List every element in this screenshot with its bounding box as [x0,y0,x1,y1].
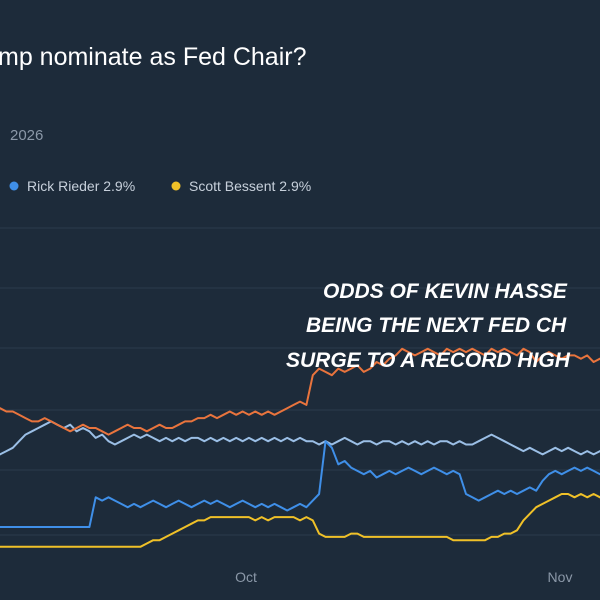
x-tick-label-1: Nov [548,569,573,585]
x-tick-label-0: Oct [235,569,257,585]
chart-title: mp nominate as Fed Chair? [0,43,306,71]
series-lines [0,347,600,548]
legend: Rick Rieder 2.9% Scott Bessent 2.9% [9,178,311,194]
x-axis-ticks: Oct Nov [235,569,572,585]
legend-dot-0 [9,181,19,191]
grid [0,227,600,536]
series-line-3 [0,493,600,548]
annotation: ODDS OF KEVIN HASSE BEING THE NEXT FED CH… [286,280,571,372]
annotation-line-0: ODDS OF KEVIN HASSE [323,280,568,303]
annotation-line-1: BEING THE NEXT FED CH [306,314,567,337]
legend-item-1: Scott Bessent 2.9% [171,178,311,194]
series-line-0 [0,347,600,436]
legend-label-1: Scott Bessent 2.9% [189,178,311,194]
annotation-line-2: SURGE TO A RECORD HIGH [286,349,571,372]
series-line-2 [0,440,600,528]
legend-dot-1 [171,181,181,191]
legend-item-0: Rick Rieder 2.9% [9,178,135,194]
legend-label-0: Rick Rieder 2.9% [27,178,135,194]
chart-subtitle: 2026 [10,127,43,144]
series-line-1 [0,420,600,456]
